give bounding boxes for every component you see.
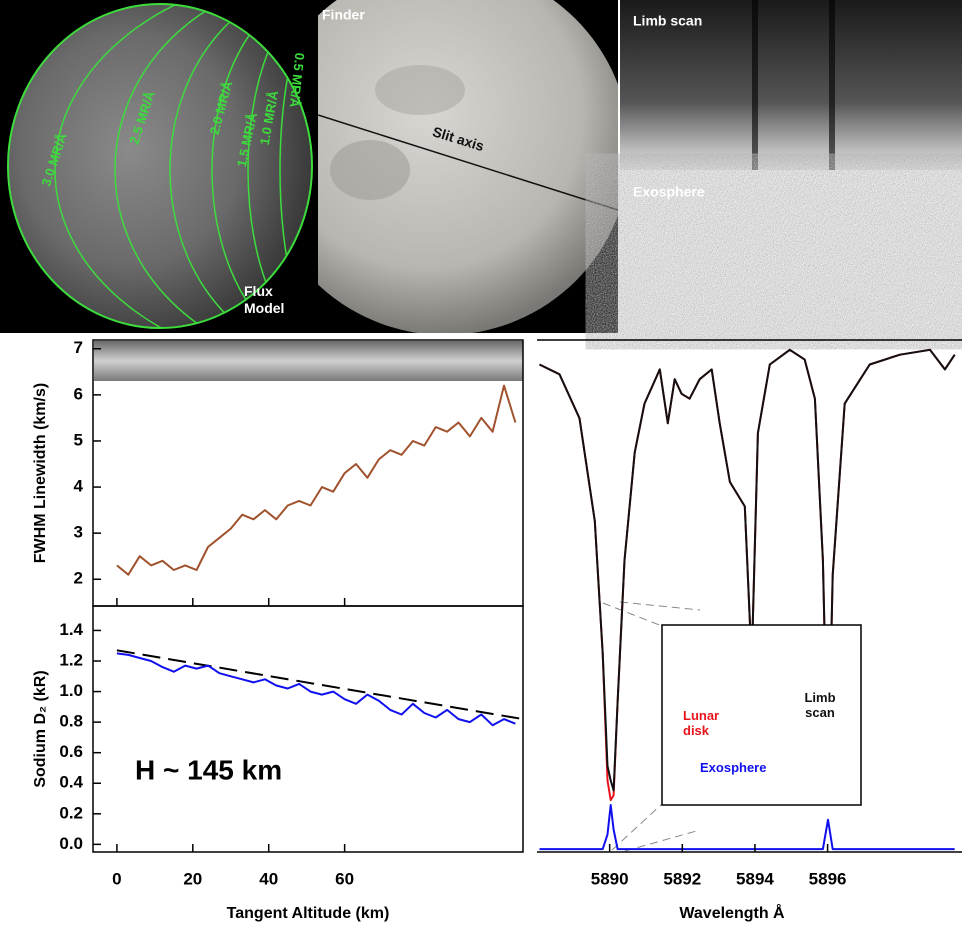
y-tick-label: 0.6 [59, 742, 83, 761]
y-axis-label: FWHM Linewidth (km/s) [32, 383, 49, 563]
series-label-box: Lunar disk [683, 708, 745, 748]
fit-line [117, 650, 523, 719]
annotation: H ~ 145 km [135, 754, 282, 785]
y-tick-label: 7 [74, 338, 83, 357]
y-tick-label: 3 [74, 523, 83, 542]
x-tick-label: 0 [112, 869, 121, 888]
series-label: Lunar disk [683, 708, 735, 738]
plot [117, 650, 523, 725]
y-tick-label: 0.4 [59, 773, 83, 792]
x-tick-label: 5890 [591, 869, 629, 888]
y-tick-label: 6 [74, 384, 83, 403]
series-label: Exosphere [700, 760, 790, 775]
x-tick-label: 20 [183, 869, 202, 888]
series-line [540, 805, 955, 849]
y-axis-label: Sodium D₂ (kR) [32, 670, 49, 787]
flux-model-label: Flux Model [244, 283, 294, 317]
finder-label: Finder [322, 7, 365, 23]
y-tick-label: 0.8 [59, 712, 83, 731]
flux-model-label-box: Flux Model [244, 283, 314, 329]
series-label-box: Exosphere [700, 760, 800, 800]
y-tick-label: 1.4 [59, 620, 83, 639]
series-line [117, 386, 516, 575]
y-tick-label: 2 [74, 569, 83, 588]
spectrum-strip [94, 341, 523, 381]
y-tick-label: 1.2 [59, 650, 83, 669]
y-tick-label: 1.0 [59, 681, 83, 700]
exosphere-label: Exosphere [633, 184, 705, 200]
x-tick-label: 40 [259, 869, 278, 888]
axes-frame [93, 606, 523, 852]
x-tick-label: 5896 [809, 869, 847, 888]
series-label: Limb scan [795, 690, 845, 720]
x-tick-label: 5892 [663, 869, 701, 888]
series-line [117, 653, 516, 725]
x-axis-label: Wavelength Å [679, 903, 785, 922]
x-tick-label: 60 [335, 869, 354, 888]
plot [117, 386, 516, 575]
limb-scan-label: Limb scan [633, 13, 702, 29]
x-axis-label: Tangent Altitude (km) [227, 905, 390, 922]
y-tick-label: 0.2 [59, 803, 83, 822]
y-tick-label: 0.0 [59, 834, 83, 853]
y-tick-label: 5 [74, 430, 83, 449]
series-label-box: Limb scan [795, 690, 855, 730]
y-tick-label: 4 [74, 477, 84, 496]
figure: 3.0 MR/Å 2.5 MR/Å 2.0 MR/Å 1.5 MR/Å 1.0 … [0, 0, 962, 929]
x-tick-label: 5894 [736, 869, 774, 888]
